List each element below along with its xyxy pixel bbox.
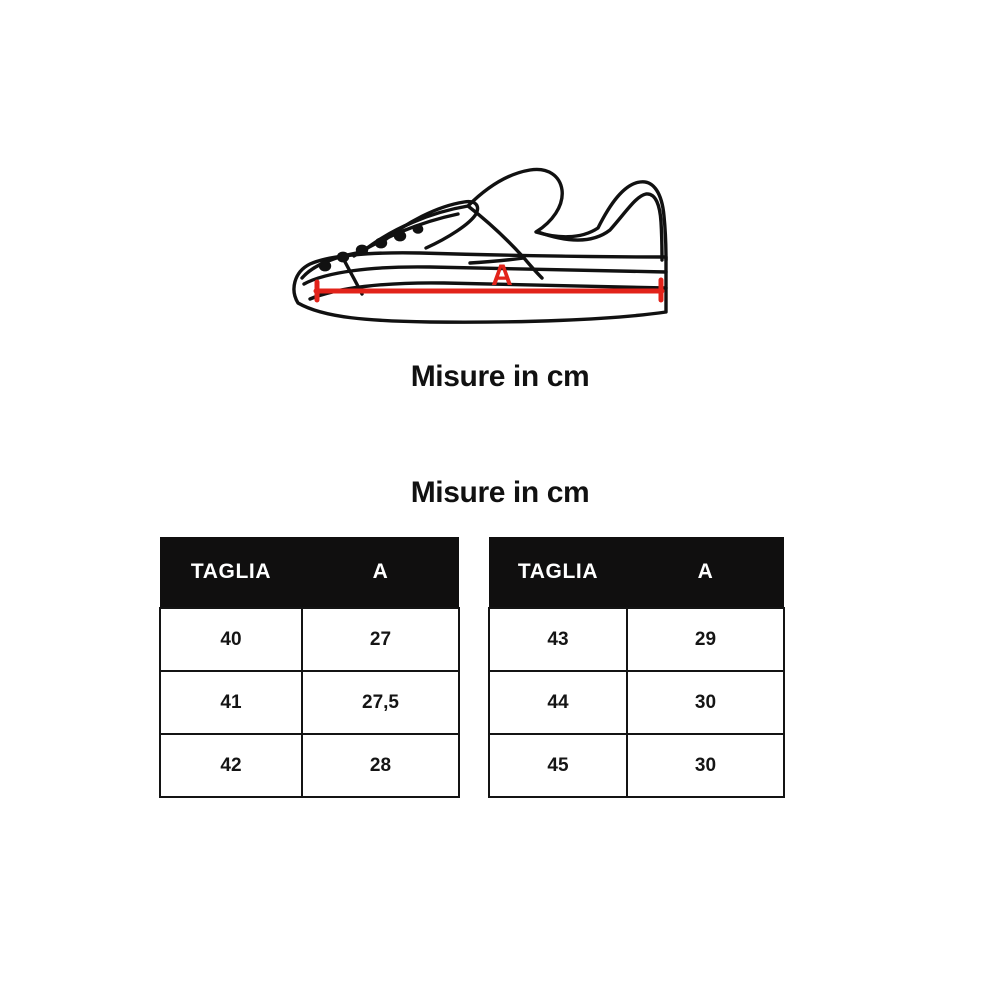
heel-counter: [536, 192, 664, 262]
table-header-row: TAGLIA A: [489, 537, 784, 608]
size-table-left: TAGLIA A 40 27 41 27,5 42 28: [159, 537, 460, 798]
cell-measure: 30: [626, 670, 785, 735]
column-header-taglia: TAGLIA: [160, 537, 302, 608]
cell-size: 41: [159, 670, 303, 735]
table-row: 40 27: [159, 607, 460, 672]
table-row: 41 27,5: [159, 670, 460, 735]
column-header-taglia: TAGLIA: [489, 537, 627, 608]
cell-size: 45: [488, 733, 628, 798]
column-header-a: A: [302, 537, 459, 608]
cell-measure: 27: [301, 607, 460, 672]
cell-size: 42: [159, 733, 303, 798]
column-header-a: A: [627, 537, 784, 608]
table-row: 42 28: [159, 733, 460, 798]
table-header-row: TAGLIA A: [160, 537, 459, 608]
sneaker-diagram: A: [280, 160, 700, 360]
table-row: 44 30: [488, 670, 785, 735]
table-row: 45 30: [488, 733, 785, 798]
cell-size: 40: [159, 607, 303, 672]
cell-size: 43: [488, 607, 628, 672]
cell-measure: 27,5: [301, 670, 460, 735]
tables-heading: Misure in cm: [410, 476, 590, 509]
lace-eyelets: [318, 224, 424, 272]
midsole-stripe-upper: [302, 265, 668, 286]
table-row: 43 29: [488, 607, 785, 672]
cell-measure: 30: [626, 733, 785, 798]
measure-label-a: A: [491, 259, 513, 292]
quarter-panel-seam-lower: [468, 256, 526, 265]
measurement-end-ticks: [314, 277, 664, 303]
cell-measure: 29: [626, 607, 785, 672]
figure-caption: Misure in cm: [410, 360, 590, 393]
size-table-right: TAGLIA A 43 29 44 30 45 30: [488, 537, 785, 798]
cell-size: 44: [488, 670, 628, 735]
shoe-tongue: [378, 199, 480, 250]
cell-measure: 28: [301, 733, 460, 798]
shoe-sole-outline: [292, 251, 668, 324]
